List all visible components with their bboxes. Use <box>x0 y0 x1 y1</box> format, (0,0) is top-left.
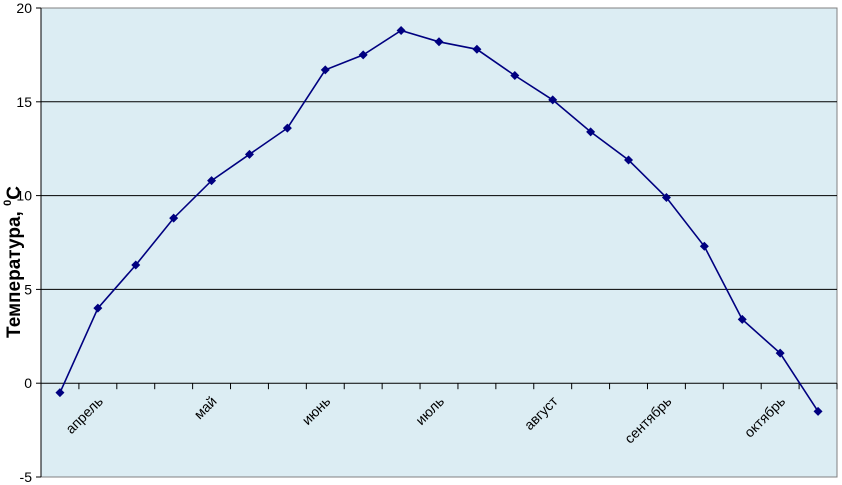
y-tick-label: -5 <box>20 469 33 485</box>
y-tick-label: 5 <box>24 281 32 297</box>
data-point <box>282 123 292 133</box>
y-axis: -5 0 5 10 15 20 <box>16 0 42 485</box>
data-point <box>737 314 747 324</box>
gridlines <box>41 101 837 290</box>
y-tick-label: 0 <box>24 375 32 391</box>
data-point <box>244 149 254 159</box>
data-point <box>169 213 179 223</box>
data-point <box>510 71 520 81</box>
y-tick-label: 15 <box>16 94 32 110</box>
y-tick-label: 10 <box>16 188 32 204</box>
data-point <box>472 44 482 54</box>
data-point <box>586 127 596 137</box>
series-group <box>55 26 823 416</box>
data-point <box>813 406 823 416</box>
data-point <box>55 388 65 398</box>
data-point <box>699 241 709 251</box>
y-tick-label: 20 <box>16 0 32 16</box>
data-point <box>320 65 330 75</box>
data-point <box>434 37 444 47</box>
data-point <box>358 50 368 60</box>
data-point <box>775 348 785 358</box>
data-point <box>548 95 558 105</box>
data-point <box>396 26 406 36</box>
data-point <box>207 176 217 186</box>
data-point <box>624 155 634 165</box>
y-axis-label: Температура, 0С <box>2 186 25 338</box>
data-point <box>93 303 103 313</box>
data-point <box>131 260 141 270</box>
data-point <box>661 192 671 202</box>
